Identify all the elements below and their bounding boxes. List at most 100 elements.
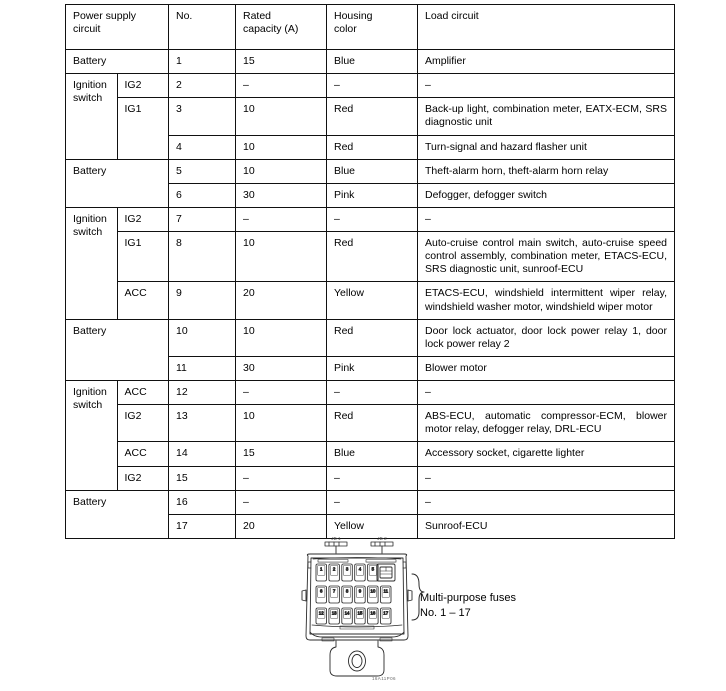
- table-row: IG1 8 10 Red Auto-cruise control main switch…: [66, 230, 675, 283]
- table-row: Ignition switch IG2 7– – –: [65, 206, 675, 320]
- table-row: Battery 1 15 Blue Amplifier: [65, 48, 675, 75]
- table-row: Battery 5 10 Blue Theft-alarm horn, theft-al…: [65, 158, 675, 208]
- cell-rated-capacity: 10: [235, 404, 327, 443]
- relay-block: [376, 563, 396, 582]
- cell-fuse-no: 14: [168, 441, 236, 467]
- fuse-body: [330, 609, 339, 619]
- fuse-box-diagram: 1 2 3 4 5 6 7 8 9 10 11 12 13 14 15 16 17 JB-1: [0, 528, 726, 691]
- cell-circuit-subtype: ACC: [116, 441, 169, 467]
- fuse-slot: [380, 585, 392, 604]
- cell-rated-capacity: 10: [235, 230, 327, 283]
- fuse-slot: [328, 585, 340, 604]
- cell-fuse-no: 7: [168, 206, 236, 233]
- cell-rated-capacity: –: [235, 465, 327, 491]
- cell-rated-capacity: 30: [235, 182, 327, 208]
- fuse-slot-number: 7: [333, 589, 336, 594]
- fuse-slot-number: 8: [346, 589, 349, 594]
- header-power-supply-circuit: Power supply circuit: [65, 4, 169, 50]
- fuse-specification-table: Power supply circuit No. Rated capacity (A…: [65, 4, 675, 539]
- cell-housing-color: Blue: [326, 48, 418, 75]
- cell-load-circuit: Sunroof-ECU: [417, 513, 675, 539]
- fuse-body: [368, 565, 377, 576]
- cell-fuse-no: 6: [168, 182, 236, 208]
- cell-load-circuit: Turn-signal and hazard flasher unit: [417, 134, 675, 160]
- cell-rated-capacity: 20: [235, 513, 327, 539]
- connector-tab-right: [370, 541, 394, 547]
- cell-load-circuit: Accessory socket, cigarette lighter: [417, 441, 675, 467]
- bracket-hole-inner: [351, 654, 363, 668]
- fuse-slot-number: 9: [359, 589, 362, 594]
- fuse-slot: [341, 585, 353, 604]
- cell-housing-color: Yellow: [326, 281, 418, 320]
- cell-power-supply-circuit: Battery: [65, 158, 169, 208]
- fuse-slot-number: 13: [332, 611, 337, 616]
- table-row: IG2 13 10 Red ABS-ECU, automatic compressor-…: [66, 404, 675, 443]
- corner-clip-top-left: [307, 561, 312, 569]
- cell-circuit-subtype: IG1: [116, 97, 169, 160]
- cell-fuse-no: 11: [168, 355, 236, 382]
- base-tab-right: [379, 637, 393, 642]
- cell-power-supply-circuit: Ignition switch: [65, 73, 118, 160]
- fuse-slot: [315, 585, 327, 604]
- top-rail-slot-right: [365, 559, 397, 563]
- fuse-body: [368, 587, 377, 598]
- cell-housing-color: –: [326, 379, 418, 406]
- fuse-body: [317, 609, 326, 619]
- mounting-bracket: [329, 640, 385, 677]
- cell-load-circuit: ETACS-ECU, windshield intermittent wiper…: [417, 281, 675, 320]
- cell-rated-capacity: –: [235, 379, 327, 406]
- fuse-slot: [354, 563, 366, 582]
- cell-housing-color: –: [326, 206, 418, 233]
- cell-rated-capacity: 20: [235, 281, 327, 320]
- fuse-slot-number: 5: [372, 567, 375, 572]
- cell-rated-capacity: 15: [235, 48, 327, 75]
- cell-load-circuit: Blower motor: [417, 355, 675, 382]
- table-row: 6 30 Pink Defogger, defogger switch: [66, 182, 675, 208]
- fuse-box-bottom-rail: [311, 624, 403, 628]
- fuse-slot: [328, 563, 340, 582]
- cell-rated-capacity: –: [235, 489, 327, 515]
- fuse-slot-number: 1: [320, 567, 323, 572]
- cell-housing-color: Blue: [326, 158, 418, 184]
- cell-rated-capacity: 15: [235, 441, 327, 467]
- connector-label-left: JB-1: [331, 536, 341, 541]
- header-rated-capacity: Rated capacity (A): [235, 4, 327, 50]
- cell-power-supply-circuit: Ignition switch: [65, 380, 118, 491]
- cell-load-circuit: –: [417, 379, 675, 406]
- figure-reference-code: 16A11P06: [372, 676, 396, 681]
- cell-housing-color: Red: [326, 230, 418, 283]
- cell-fuse-no: 13: [168, 404, 236, 443]
- fuse-slot: [354, 585, 366, 604]
- cell-power-supply-circuit: Battery: [65, 48, 169, 75]
- fuse-body: [343, 565, 351, 576]
- cell-rated-capacity: 10: [235, 158, 327, 184]
- cell-housing-color: Red: [326, 404, 418, 443]
- cell-load-circuit: Amplifier: [417, 48, 675, 75]
- fuse-slot-number: 3: [346, 567, 349, 572]
- cell-housing-color: –: [326, 489, 418, 515]
- fuse-box-inner-shell: [309, 557, 405, 635]
- fuse-body: [343, 587, 351, 598]
- fuse-slot-number: 10: [370, 589, 375, 594]
- side-clip-right: [407, 589, 413, 602]
- fuse-slot-number: 11: [383, 589, 388, 594]
- cell-circuit-subtype: IG2: [116, 465, 169, 491]
- fuse-slot: [354, 607, 366, 625]
- fuse-slot-number: 4: [359, 567, 362, 572]
- fuse-slot-number: 17: [383, 611, 388, 616]
- callout-bracket: [411, 573, 425, 621]
- header-no: No.: [168, 4, 236, 50]
- fuse-slot: [341, 563, 353, 582]
- cell-power-supply-circuit: Battery: [65, 318, 169, 382]
- fuse-slot: [380, 607, 392, 625]
- cell-rated-capacity: 30: [235, 355, 327, 382]
- cell-fuse-no: 9: [168, 281, 236, 320]
- cell-circuit-subtype: IG1: [116, 230, 169, 283]
- fuse-slot: [367, 585, 379, 604]
- cell-circuit-subtype: IG2: [116, 73, 169, 99]
- cell-housing-color: Red: [326, 318, 418, 357]
- cell-fuse-no: 10: [168, 318, 236, 357]
- fuse-body: [381, 587, 390, 598]
